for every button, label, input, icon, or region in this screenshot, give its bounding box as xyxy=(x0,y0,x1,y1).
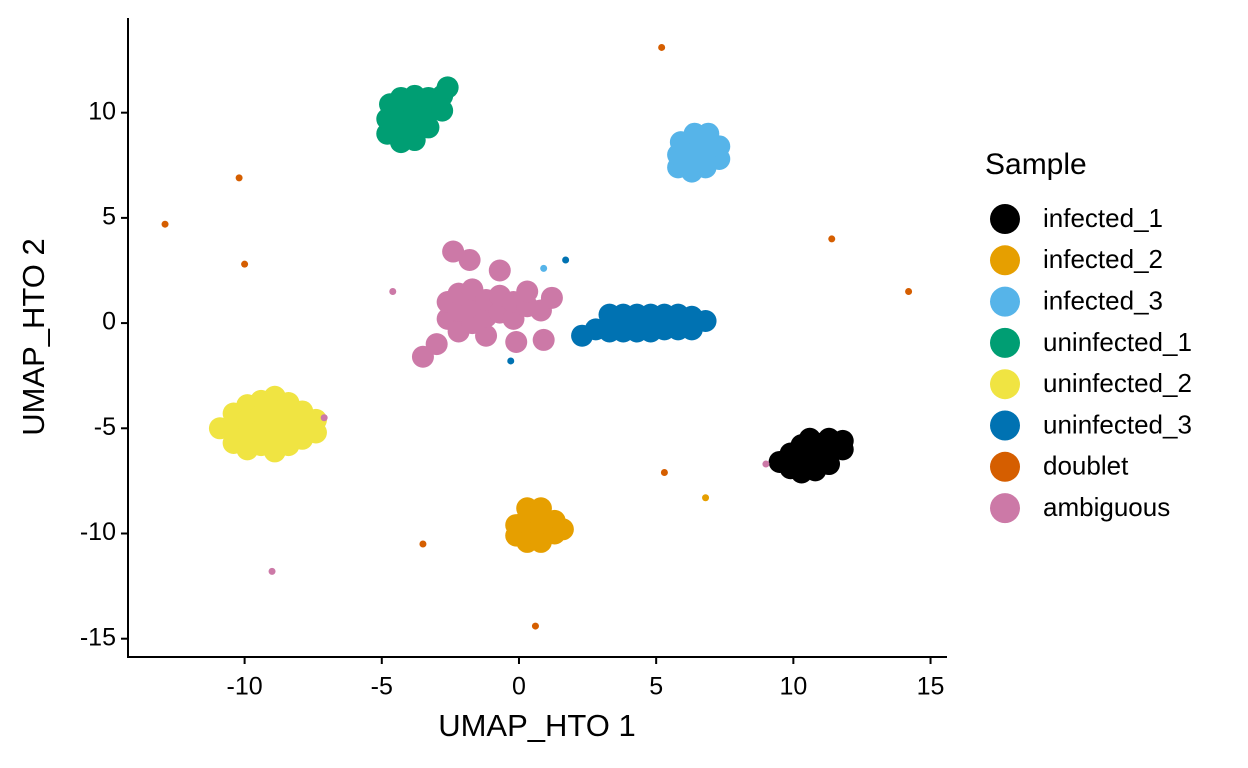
data-point xyxy=(531,622,539,630)
data-point xyxy=(425,333,448,356)
data-point xyxy=(389,288,397,296)
data-point xyxy=(798,427,821,450)
data-point xyxy=(532,328,555,351)
legend-label: ambiguous xyxy=(1043,492,1170,522)
y-tick-label: -5 xyxy=(94,413,116,441)
legend-swatch xyxy=(990,286,1020,317)
legend: infected_1 infected_2 infected_3 uninfected… xyxy=(990,203,1192,524)
legend-label: infected_3 xyxy=(1043,285,1163,315)
data-point xyxy=(241,260,249,268)
data-point xyxy=(905,288,913,296)
legend-label: infected_1 xyxy=(1043,203,1163,233)
data-point xyxy=(551,518,574,541)
data-point xyxy=(161,220,169,228)
legend-label: uninfected_3 xyxy=(1043,409,1192,439)
legend-swatch xyxy=(990,410,1020,441)
legend-label: uninfected_2 xyxy=(1043,368,1192,398)
data-point xyxy=(488,259,511,282)
data-point xyxy=(516,280,539,303)
data-point xyxy=(762,460,770,468)
y-tick-label: -15 xyxy=(80,623,116,651)
x-tick-label: 5 xyxy=(649,673,663,701)
x-axis-title: UMAP_HTO 1 xyxy=(438,708,636,743)
data-point xyxy=(658,43,666,51)
data-point xyxy=(304,421,327,444)
legend-swatch xyxy=(990,245,1020,276)
x-tick-label: -5 xyxy=(371,673,393,701)
data-point xyxy=(235,174,243,182)
legend-swatch xyxy=(990,369,1020,400)
x-tick-label: -10 xyxy=(227,673,263,701)
data-point xyxy=(475,324,498,347)
data-point xyxy=(505,331,528,354)
y-tick-label: 0 xyxy=(102,308,116,336)
x-tick-label: 15 xyxy=(917,673,945,701)
y-tick-label: -10 xyxy=(80,518,116,546)
data-point xyxy=(458,248,481,271)
x-tick-label: 10 xyxy=(779,673,807,701)
data-point xyxy=(708,135,731,158)
y-axis-title: UMAP_HTO 2 xyxy=(16,238,51,436)
legend-swatch xyxy=(990,451,1020,482)
data-point xyxy=(562,256,570,264)
data-point xyxy=(320,414,328,422)
legend-swatch xyxy=(990,493,1020,524)
legend-swatch xyxy=(990,204,1020,234)
data-point xyxy=(436,76,459,99)
data-point xyxy=(268,567,276,575)
data-point xyxy=(702,494,710,502)
x-tick-label: 0 xyxy=(512,673,526,701)
data-point xyxy=(507,357,515,365)
data-point xyxy=(442,240,465,263)
legend-swatch xyxy=(990,327,1020,358)
y-tick-label: 5 xyxy=(102,202,116,230)
legend-title: Sample xyxy=(985,148,1087,181)
data-point xyxy=(540,264,548,272)
legend-label: infected_2 xyxy=(1043,244,1163,274)
plot-area xyxy=(161,43,913,630)
legend-label: uninfected_1 xyxy=(1043,327,1192,357)
legend-label: doublet xyxy=(1043,451,1129,481)
data-point xyxy=(660,468,668,476)
data-point xyxy=(828,235,836,243)
y-tick-label: 10 xyxy=(88,97,116,125)
data-point xyxy=(694,309,717,332)
data-point xyxy=(540,286,563,309)
data-point xyxy=(419,540,427,548)
data-point xyxy=(571,324,594,347)
data-point xyxy=(831,429,854,452)
